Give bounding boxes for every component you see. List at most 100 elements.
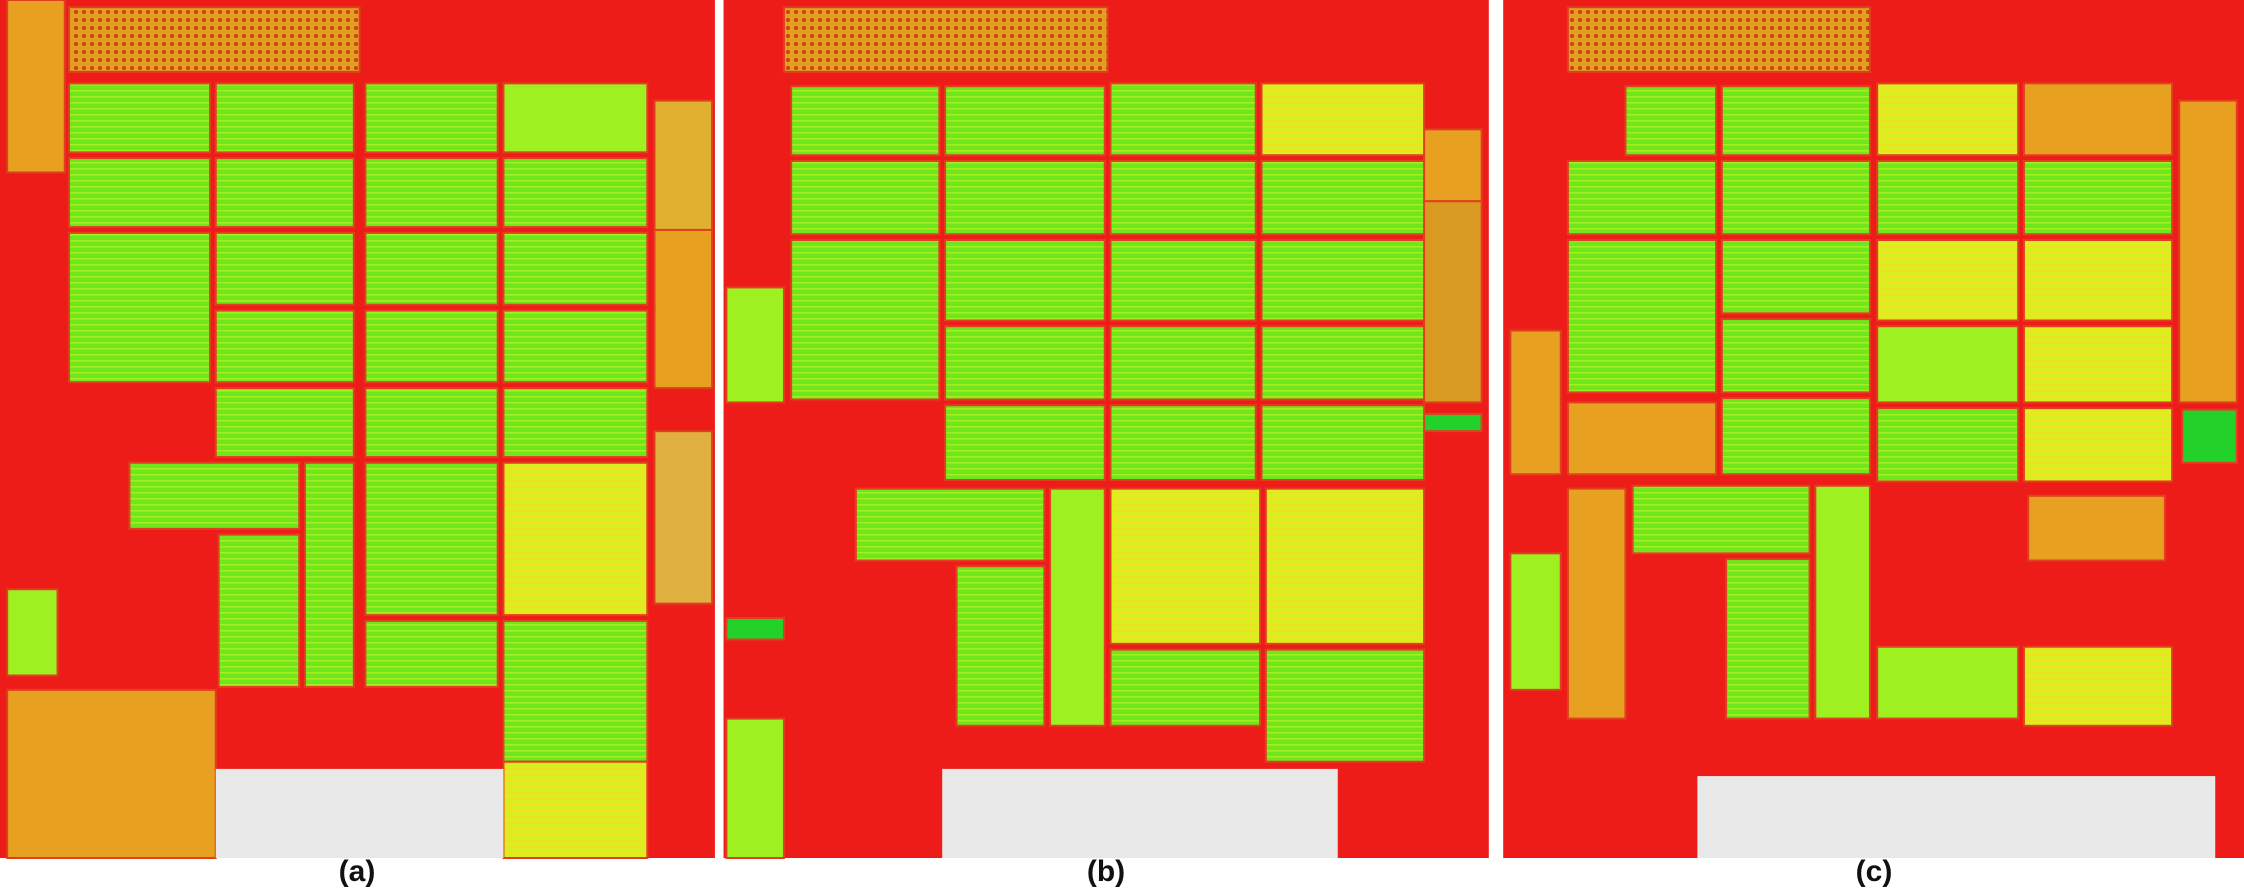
field — [503, 233, 647, 305]
field — [503, 762, 647, 858]
field — [216, 158, 354, 227]
field — [945, 86, 1105, 155]
field — [365, 158, 497, 227]
field — [69, 233, 210, 382]
field — [503, 83, 647, 152]
field — [1877, 83, 2018, 155]
field — [1510, 331, 1560, 475]
field — [365, 233, 497, 305]
nodata-area — [216, 769, 504, 858]
figure: (a) (b) (c) — [0, 0, 2244, 894]
field — [655, 230, 713, 388]
nodata-area — [1697, 776, 2215, 858]
field — [1726, 559, 1809, 719]
field — [1877, 408, 2018, 481]
field — [365, 83, 497, 152]
page: (a) (b) (c) (() => { const data = JSON.p… — [0, 0, 2244, 894]
field — [791, 86, 939, 155]
panel-label: (c) — [1856, 855, 1893, 888]
field — [1633, 486, 1810, 554]
field — [7, 690, 216, 858]
field — [2182, 410, 2237, 463]
nodata-area — [942, 769, 1338, 858]
field — [219, 535, 300, 687]
field — [1110, 650, 1260, 726]
field — [655, 431, 713, 603]
field — [1424, 201, 1482, 402]
field — [655, 101, 713, 230]
field — [2024, 408, 2172, 481]
field — [69, 83, 210, 152]
field — [2024, 161, 2172, 234]
field — [1266, 650, 1424, 762]
field — [365, 388, 497, 457]
field — [216, 388, 354, 457]
field — [1050, 489, 1105, 726]
field — [1625, 86, 1716, 155]
field — [69, 158, 210, 227]
field — [503, 158, 647, 227]
field — [1568, 161, 1716, 234]
field — [1110, 405, 1255, 480]
field — [1877, 326, 2018, 402]
field — [503, 388, 647, 457]
field — [726, 287, 784, 402]
field — [1262, 240, 1425, 320]
field — [1110, 489, 1260, 644]
field — [1877, 240, 2018, 320]
field — [1262, 161, 1425, 234]
field — [726, 719, 784, 858]
field — [1110, 161, 1255, 234]
field — [1722, 398, 1870, 474]
field — [1877, 647, 2018, 719]
field — [1424, 129, 1482, 201]
field — [365, 310, 497, 382]
field — [1424, 414, 1482, 431]
field — [7, 589, 57, 675]
field — [945, 161, 1105, 234]
field — [945, 326, 1105, 399]
field — [945, 405, 1105, 480]
field — [216, 83, 354, 152]
field — [2024, 647, 2172, 726]
field — [1722, 319, 1870, 392]
field — [856, 489, 1044, 561]
field — [365, 621, 497, 687]
field — [1568, 7, 1870, 72]
field — [2179, 101, 2237, 403]
field — [1110, 326, 1255, 399]
field — [1510, 553, 1560, 690]
field — [365, 463, 497, 615]
field — [1110, 83, 1255, 155]
field — [305, 463, 354, 687]
field — [1568, 489, 1626, 719]
field — [1815, 486, 1870, 719]
field — [1877, 161, 2018, 234]
field — [784, 7, 1108, 72]
field — [2024, 83, 2172, 155]
field — [503, 621, 647, 762]
field — [1568, 402, 1716, 474]
field — [1722, 86, 1870, 155]
field — [2028, 496, 2165, 561]
field — [2024, 326, 2172, 402]
field — [503, 463, 647, 615]
field — [503, 310, 647, 382]
field — [1568, 240, 1716, 392]
panel-label: (b) — [1087, 855, 1125, 888]
field — [1722, 161, 1870, 234]
field — [791, 161, 939, 234]
field — [216, 233, 354, 305]
field — [945, 240, 1105, 320]
field — [1722, 240, 1870, 313]
field — [1262, 326, 1425, 399]
field — [957, 566, 1045, 726]
field — [1262, 83, 1425, 155]
field — [216, 310, 354, 382]
field — [791, 240, 939, 400]
field — [1110, 240, 1255, 320]
panel-label: (a) — [339, 855, 376, 888]
field — [7, 0, 65, 172]
field — [726, 618, 784, 640]
field — [1262, 405, 1425, 480]
